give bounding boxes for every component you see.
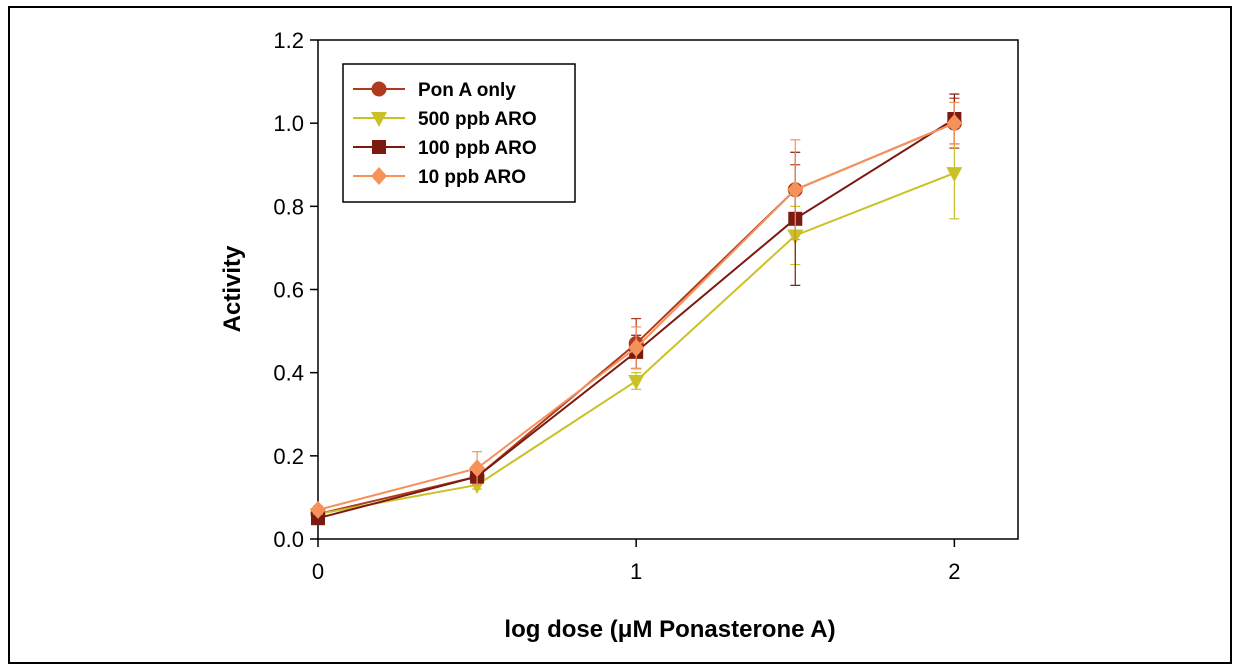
data-point — [946, 114, 963, 133]
y-axis-title: Activity — [219, 245, 246, 332]
legend-label: 10 ppb ARO — [418, 167, 526, 188]
legend-marker — [371, 112, 387, 127]
legend-label: 500 ppb ARO — [418, 109, 537, 130]
legend-item: Pon A only — [353, 80, 516, 101]
legend-item: 500 ppb ARO — [353, 109, 537, 130]
series-10-ppb-aro — [310, 101, 963, 519]
y-tick-label: 0.4 — [273, 361, 304, 386]
legend-label: Pon A only — [418, 80, 516, 101]
data-point — [628, 338, 645, 357]
x-tick-label: 1 — [630, 559, 642, 584]
y-tick-label: 0.8 — [273, 194, 304, 219]
legend-item: 100 ppb ARO — [353, 138, 537, 159]
legend-marker — [372, 140, 386, 154]
figure-frame — [8, 6, 1232, 664]
y-tick-label: 0.6 — [273, 278, 304, 303]
y-tick-label: 1.2 — [273, 28, 304, 53]
data-point — [787, 180, 804, 199]
x-tick-label: 0 — [312, 559, 324, 584]
legend-label: 100 ppb ARO — [418, 138, 537, 159]
data-point — [946, 167, 963, 183]
y-tick-label: 1.0 — [273, 111, 304, 136]
data-point — [628, 374, 645, 390]
x-tick-label: 2 — [948, 559, 960, 584]
y-tick-label: 0.2 — [273, 444, 304, 469]
y-tick-label: 0.0 — [273, 527, 304, 552]
x-axis-title: log dose (μM Ponasterone A) — [504, 616, 835, 643]
legend: Pon A only 500 ppb ARO 100 ppb ARO 10 ppb A… — [342, 63, 576, 203]
plot-area: 0.0 0.2 0.4 0.6 0.8 1.0 1.2 0 1 2 — [273, 28, 1019, 584]
chart-marks — [310, 93, 963, 526]
legend-marker — [371, 167, 387, 185]
data-point — [310, 500, 326, 519]
legend-item: 10 ppb ARO — [353, 167, 526, 188]
data-point — [469, 459, 486, 478]
legend-marker — [371, 81, 387, 97]
